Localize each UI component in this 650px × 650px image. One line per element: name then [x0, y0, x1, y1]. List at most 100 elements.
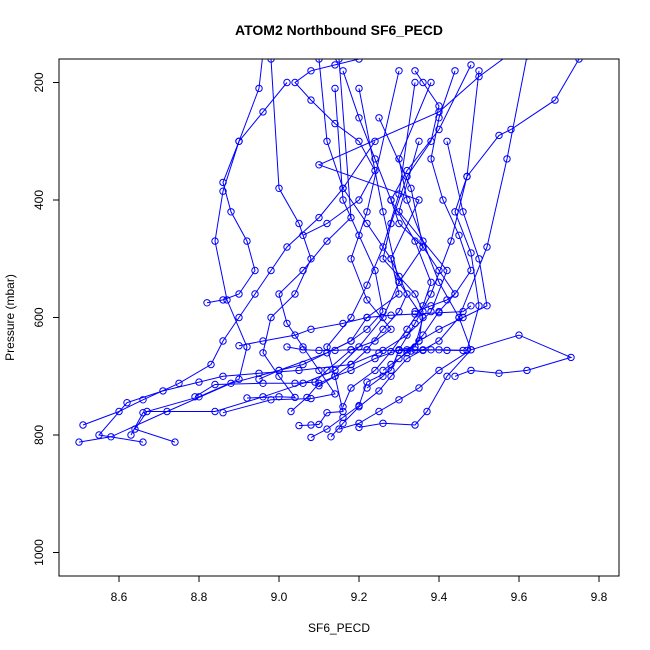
x-tick-label: 9.8 — [591, 590, 608, 604]
data-point — [435, 309, 443, 317]
profile-series — [339, 67, 435, 411]
data-point — [415, 384, 423, 392]
data-point — [339, 419, 347, 427]
data-point — [443, 137, 451, 146]
data-point — [323, 137, 331, 146]
data-point — [415, 196, 423, 204]
data-point — [219, 409, 227, 417]
y-axis: 200 400 600 800 1000 — [32, 72, 59, 566]
profile-line — [258, 88, 384, 380]
data-point — [219, 372, 227, 380]
data-point — [219, 296, 227, 304]
data-point — [395, 290, 403, 298]
data-point — [355, 423, 363, 432]
data-point — [435, 337, 443, 345]
data-point — [315, 346, 323, 355]
data-point — [363, 219, 371, 228]
data-point — [495, 131, 503, 140]
data-point — [507, 125, 515, 134]
data-point — [439, 196, 447, 204]
data-point — [283, 343, 291, 351]
data-point — [387, 255, 395, 263]
data-point — [459, 346, 467, 355]
data-point — [387, 372, 395, 380]
data-point — [203, 299, 211, 307]
data-point — [395, 67, 403, 75]
data-point — [295, 421, 303, 430]
data-point — [251, 266, 259, 275]
data-point — [283, 319, 291, 328]
data-point — [355, 419, 363, 427]
data-point — [331, 119, 339, 128]
profile-line — [294, 59, 376, 236]
data-point — [411, 78, 419, 87]
data-point — [435, 266, 443, 275]
data-point — [283, 78, 291, 87]
data-point — [307, 394, 315, 403]
data-point — [423, 407, 431, 416]
profile-series — [127, 59, 263, 439]
data-point — [211, 380, 219, 389]
data-point — [339, 196, 347, 204]
data-point — [275, 366, 283, 375]
data-point — [375, 407, 383, 416]
data-point — [219, 178, 227, 187]
data-point — [363, 313, 371, 322]
data-point — [355, 196, 363, 204]
data-point — [467, 366, 475, 375]
data-point — [387, 219, 395, 228]
data-point — [435, 278, 443, 286]
data-point — [139, 396, 147, 404]
data-point — [363, 296, 371, 304]
data-point — [371, 166, 379, 175]
data-point — [347, 360, 355, 369]
data-point — [515, 331, 523, 339]
data-point — [451, 208, 459, 216]
data-point — [379, 243, 387, 251]
data-point — [347, 255, 355, 263]
data-point — [419, 243, 427, 251]
data-point — [415, 337, 423, 345]
x-tick-label: 8.8 — [191, 590, 208, 604]
data-point — [299, 231, 307, 240]
data-point — [323, 409, 331, 417]
data-point — [235, 290, 243, 298]
data-point — [379, 325, 387, 333]
profile-series — [387, 61, 475, 316]
data-point — [339, 319, 347, 328]
y-tick-label: 1000 — [32, 539, 46, 566]
profile-line — [338, 82, 472, 430]
data-point — [207, 360, 215, 369]
data-point — [259, 337, 267, 345]
profile-series — [287, 84, 427, 416]
data-point — [355, 59, 363, 63]
x-tick-label: 9.6 — [511, 590, 528, 604]
data-point — [443, 266, 451, 275]
data-point — [323, 366, 331, 375]
data-point — [335, 59, 343, 63]
data-point — [467, 61, 475, 69]
data-point — [363, 384, 371, 392]
profile-series — [203, 78, 291, 307]
data-point — [331, 84, 339, 93]
data-point — [447, 237, 455, 245]
data-point — [427, 346, 435, 354]
data-point — [323, 237, 331, 245]
data-point — [395, 219, 403, 228]
data-point — [483, 243, 491, 251]
data-point — [211, 237, 219, 245]
profile-series — [379, 67, 475, 375]
data-point — [127, 431, 135, 439]
data-point — [251, 290, 259, 298]
data-point — [411, 319, 419, 328]
y-axis-label: Pressure (mbar) — [3, 274, 17, 361]
data-point — [315, 382, 323, 390]
data-point — [419, 78, 427, 87]
data-point — [427, 78, 435, 87]
data-point — [379, 346, 387, 355]
data-point — [275, 184, 283, 193]
data-point — [379, 255, 387, 263]
data-point — [259, 349, 267, 357]
data-point — [195, 378, 203, 386]
data-point — [235, 342, 243, 350]
